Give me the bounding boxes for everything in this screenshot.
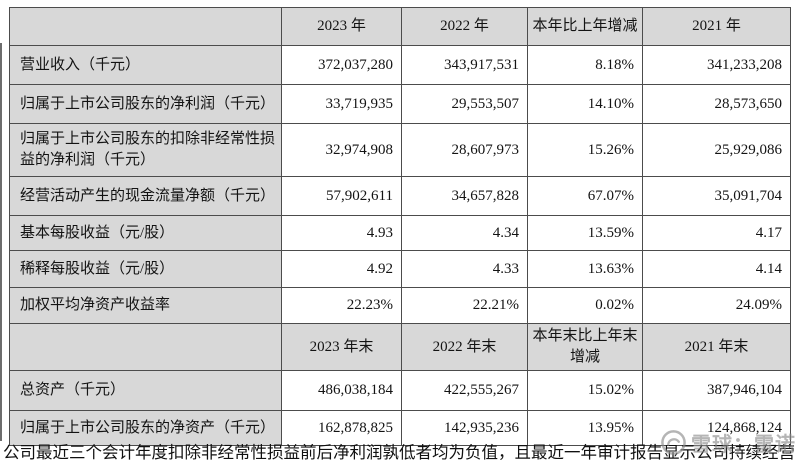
table-row-net-profit: 归属于上市公司股东的净利润（千元） 33,719,935 29,553,507 … (9, 84, 791, 124)
table-header-row-annual: 2023 年 2022 年 本年比上年增减 2021 年 (9, 7, 791, 46)
value-cell-2023: 486,038,184 (281, 370, 402, 411)
row-label-cell: 经营活动产生的现金流量净额（千元） (9, 176, 282, 216)
value-cell-change: 15.26% (527, 123, 643, 177)
value-cell-2021: 24.09% (642, 287, 791, 324)
header-2022-eop: 2022 年末 (401, 323, 528, 371)
row-label-cell: 归属于上市公司股东的净资产（千元） (9, 410, 282, 446)
financial-summary-table: 2023 年 2022 年 本年比上年增减 2021 年 营业收入（千元） 37… (9, 7, 791, 446)
value-cell-2022: 142,935,236 (401, 410, 528, 446)
value-cell-2021: 4.17 (642, 215, 791, 251)
value-cell-2022: 34,657,828 (401, 176, 528, 216)
table-row-operating-cash-flow: 经营活动产生的现金流量净额（千元） 57,902,611 34,657,828 … (9, 176, 791, 216)
value-cell-change: 13.95% (527, 410, 643, 446)
header-2021-eop: 2021 年末 (642, 323, 791, 371)
table-row-diluted-eps: 稀释每股收益（元/股） 4.92 4.33 13.63% 4.14 (9, 250, 791, 288)
header-yoy-change: 本年比上年增减 (527, 7, 643, 46)
row-label-cell: 基本每股收益（元/股） (9, 215, 282, 251)
header-2023: 2023 年 (281, 7, 402, 46)
value-cell-2021: 387,946,104 (642, 370, 791, 411)
row-label-cell: 归属于上市公司股东的扣除非经常性损益的净利润（千元） (9, 123, 282, 177)
value-cell-change: 67.07% (527, 176, 643, 216)
value-cell-2022: 4.33 (401, 250, 528, 288)
table-row-basic-eps: 基本每股收益（元/股） 4.93 4.34 13.59% 4.17 (9, 215, 791, 251)
value-cell-2022: 29,553,507 (401, 84, 528, 124)
value-cell-2022: 422,555,267 (401, 370, 528, 411)
row-label-cell: 归属于上市公司股东的净利润（千元） (9, 84, 282, 124)
header-eop-change: 本年末比上年末增减 (527, 323, 643, 371)
table-row-net-profit-excl-nonrecurring: 归属于上市公司股东的扣除非经常性损益的净利润（千元） 32,974,908 28… (9, 123, 791, 177)
value-cell-change: 8.18% (527, 45, 643, 85)
footnote-text: 公司最近三个会计年度扣除非经常性损益前后净利润孰低者均为负值，且最近一年审计报告… (3, 443, 795, 462)
value-cell-2023: 4.93 (281, 215, 402, 251)
row-label-cell: 稀释每股收益（元/股） (9, 250, 282, 288)
table-row-weighted-roe: 加权平均净资产收益率 22.23% 22.21% 0.02% 24.09% (9, 287, 791, 324)
value-cell-change: 14.10% (527, 84, 643, 124)
value-cell-2023: 32,974,908 (281, 123, 402, 177)
header-2023-eop: 2023 年末 (281, 323, 402, 371)
value-cell-2021: 25,929,086 (642, 123, 791, 177)
value-cell-2021: 28,573,650 (642, 84, 791, 124)
value-cell-2023: 372,037,280 (281, 45, 402, 85)
value-cell-change: 13.59% (527, 215, 643, 251)
header-corner-cell (9, 323, 282, 371)
row-label-cell: 总资产（千元） (9, 370, 282, 411)
page-edge-line (0, 43, 2, 441)
value-cell-2022: 22.21% (401, 287, 528, 324)
value-cell-change: 15.02% (527, 370, 643, 411)
row-label-cell: 加权平均净资产收益率 (9, 287, 282, 324)
value-cell-2023: 57,902,611 (281, 176, 402, 216)
header-2022: 2022 年 (401, 7, 528, 46)
value-cell-2022: 28,607,973 (401, 123, 528, 177)
row-label-cell: 营业收入（千元） (9, 45, 282, 85)
value-cell-2021: 35,091,704 (642, 176, 791, 216)
value-cell-2022: 343,917,531 (401, 45, 528, 85)
value-cell-change: 13.63% (527, 250, 643, 288)
table-row-net-assets: 归属于上市公司股东的净资产（千元） 162,878,825 142,935,23… (9, 410, 791, 446)
value-cell-2022: 4.34 (401, 215, 528, 251)
value-cell-2023: 22.23% (281, 287, 402, 324)
value-cell-change: 0.02% (527, 287, 643, 324)
table-row-revenue: 营业收入（千元） 372,037,280 343,917,531 8.18% 3… (9, 45, 791, 85)
value-cell-2021: 4.14 (642, 250, 791, 288)
value-cell-2023: 4.92 (281, 250, 402, 288)
value-cell-2023: 33,719,935 (281, 84, 402, 124)
header-corner-cell (9, 7, 282, 46)
header-2021: 2021 年 (642, 7, 791, 46)
table-header-row-eop: 2023 年末 2022 年末 本年末比上年末增减 2021 年末 (9, 323, 791, 371)
value-cell-2021: 341,233,208 (642, 45, 791, 85)
table-row-total-assets: 总资产（千元） 486,038,184 422,555,267 15.02% 3… (9, 370, 791, 411)
